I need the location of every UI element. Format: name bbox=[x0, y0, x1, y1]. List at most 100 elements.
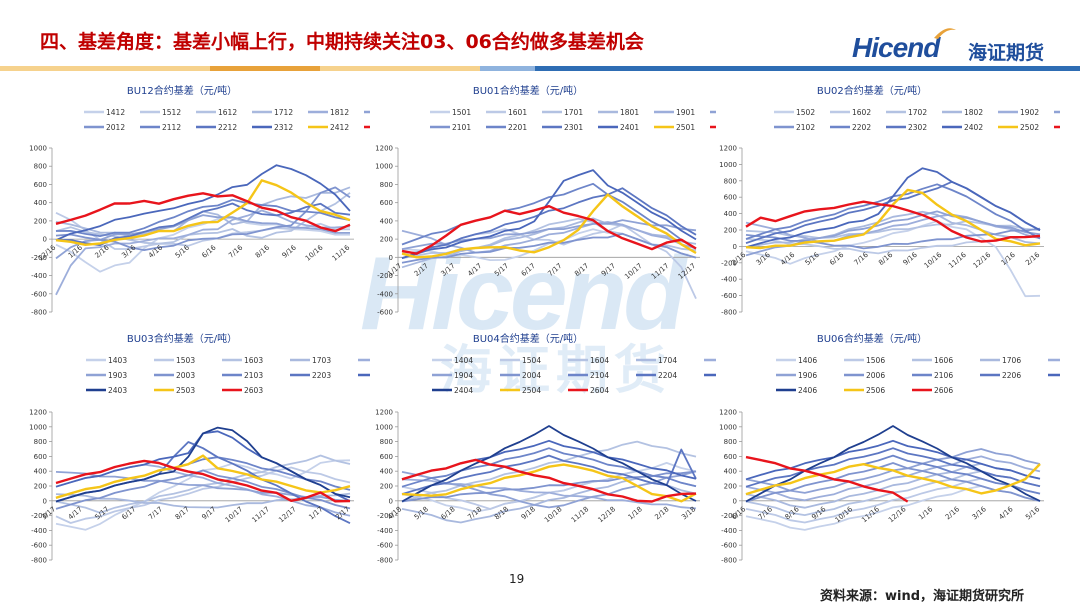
legend-label: 2312 bbox=[274, 123, 293, 132]
series-line-2506 bbox=[745, 462, 1041, 496]
x-tick-label: 3/17 bbox=[40, 505, 57, 521]
chart-title: BU04合约基差（元/吨） bbox=[473, 332, 583, 345]
legend-label: 2004 bbox=[522, 371, 541, 380]
y-tick-label: -600 bbox=[377, 542, 393, 550]
x-tick-label: 6/18 bbox=[440, 505, 457, 521]
x-tick-label: 5/16 bbox=[1024, 505, 1042, 522]
legend-label: 2204 bbox=[658, 371, 677, 380]
x-tick-label: 8/17 bbox=[573, 262, 590, 278]
series-line-2012 bbox=[55, 186, 351, 252]
logo-swoosh-icon bbox=[934, 28, 956, 39]
legend-label: 2006 bbox=[866, 371, 885, 380]
chart-bu12-svg: BU12合约基差（元/吨）141215121612171218121912201… bbox=[29, 84, 370, 317]
series-line-2504 bbox=[401, 463, 697, 503]
y-tick-label: 400 bbox=[380, 217, 393, 225]
series-line-2104 bbox=[401, 447, 697, 488]
page-title: 四、基差角度：基差小幅上行，中期持续关注03、06合约做多基差机会 bbox=[40, 31, 644, 53]
legend-label: 2504 bbox=[522, 386, 541, 395]
y-tick-label: -400 bbox=[721, 527, 737, 535]
y-tick-label: 1200 bbox=[375, 145, 393, 153]
legend-label: 2102 bbox=[796, 123, 815, 132]
source-note: 资料来源：wind，海证期货研究所 bbox=[820, 589, 1025, 604]
y-tick-label: 200 bbox=[34, 217, 47, 225]
legend-label: 1503 bbox=[176, 356, 195, 365]
legend-label: 1501 bbox=[452, 108, 471, 117]
x-tick-label: 9/16 bbox=[281, 243, 299, 260]
watermark-cn: 海证期货 bbox=[440, 341, 673, 401]
legend-label: 1901 bbox=[676, 108, 695, 117]
legend-label: 1703 bbox=[312, 356, 331, 365]
page-number: 19 bbox=[509, 572, 525, 586]
x-tick-label: 12/16 bbox=[37, 243, 58, 262]
series-line-2403 bbox=[55, 426, 351, 503]
y-tick-label: 200 bbox=[34, 483, 47, 491]
series-line-2312 bbox=[55, 164, 351, 242]
y-tick-label: 0 bbox=[733, 497, 737, 505]
y-tick-label: 1000 bbox=[719, 161, 737, 169]
x-tick-label: 2/16 bbox=[944, 505, 962, 522]
x-tick-label: 1/17 bbox=[386, 262, 403, 278]
legend-label: 1602 bbox=[852, 108, 871, 117]
x-tick-label: 1/16 bbox=[1000, 250, 1018, 267]
x-tick-label: 11/17 bbox=[650, 262, 671, 281]
legend-label: 1603 bbox=[244, 356, 263, 365]
x-tick-label: 10/18 bbox=[543, 505, 564, 524]
chart-bu04-svg: BU04合约基差（元/吨）140415041604170418041904200… bbox=[375, 332, 716, 565]
series-line-2604 bbox=[401, 458, 697, 503]
x-tick-label: 4/17 bbox=[466, 262, 483, 278]
y-tick-label: 1000 bbox=[719, 423, 737, 431]
legend-label: 1506 bbox=[866, 356, 885, 365]
chart-bu06: BU06合约基差（元/吨）140615061606170618061906200… bbox=[704, 330, 1060, 566]
y-tick-label: 200 bbox=[724, 483, 737, 491]
legend-label: 1702 bbox=[908, 108, 927, 117]
series-line-1912 bbox=[55, 214, 350, 260]
legend-label: 1704 bbox=[658, 356, 677, 365]
legend-label: 1812 bbox=[330, 108, 349, 117]
y-tick-label: 200 bbox=[724, 227, 737, 235]
legend-label: 2112 bbox=[162, 123, 181, 132]
y-tick-label: -200 bbox=[721, 259, 737, 267]
chart-title: BU02合约基差（元/吨） bbox=[817, 84, 927, 97]
chart-bu06-svg: BU06合约基差（元/吨）140615061606170618061906200… bbox=[719, 332, 1060, 565]
legend-label: 1404 bbox=[454, 356, 473, 365]
legend-label: 2406 bbox=[798, 386, 817, 395]
series-line-2402 bbox=[745, 167, 1041, 249]
y-tick-label: -600 bbox=[721, 542, 737, 550]
y-tick-label: 1000 bbox=[375, 163, 393, 171]
x-tick-label: 12/18 bbox=[596, 505, 617, 524]
y-tick-label: 600 bbox=[380, 199, 393, 207]
y-tick-label: 0 bbox=[733, 243, 737, 251]
legend-label: 1512 bbox=[162, 108, 181, 117]
x-tick-label: 2/18 bbox=[653, 505, 670, 521]
header-band-orange-dark bbox=[210, 66, 320, 71]
x-tick-label: 11/18 bbox=[570, 505, 591, 524]
series-line-2101 bbox=[401, 232, 697, 264]
x-tick-label: 10/17 bbox=[623, 262, 644, 281]
y-tick-label: 600 bbox=[34, 453, 47, 461]
x-tick-label: 6/17 bbox=[520, 262, 537, 278]
legend-label: 1502 bbox=[796, 108, 815, 117]
legend-label: 2201 bbox=[508, 123, 527, 132]
y-tick-label: -800 bbox=[31, 557, 47, 565]
x-tick-label: 7/16 bbox=[227, 243, 245, 260]
legend-label: 1904 bbox=[454, 371, 473, 380]
x-tick-label: 7/17 bbox=[147, 505, 164, 521]
chart-bu03: BU03合约基差（元/吨）140315031603170318031903200… bbox=[14, 330, 370, 566]
header-band-blue-light bbox=[480, 66, 535, 71]
x-tick-label: 3/17 bbox=[440, 262, 457, 278]
x-tick-label: 10/17 bbox=[224, 505, 245, 524]
y-tick-label: 400 bbox=[724, 210, 737, 218]
legend-label: 1612 bbox=[218, 108, 237, 117]
y-tick-label: 0 bbox=[43, 497, 47, 505]
chart-bu01: BU01合约基差（元/吨）150116011701180119012001210… bbox=[360, 82, 716, 318]
y-tick-label: 600 bbox=[724, 453, 737, 461]
y-tick-label: 800 bbox=[34, 163, 47, 171]
y-tick-label: -800 bbox=[721, 557, 737, 565]
chart-bu04: BU04合约基差（元/吨）140415041604170418041904200… bbox=[360, 330, 716, 566]
x-tick-label: 12/16 bbox=[972, 250, 993, 269]
x-tick-label: 12/17 bbox=[277, 505, 298, 524]
series-line-1806 bbox=[745, 455, 1041, 502]
legend-label: 2402 bbox=[964, 123, 983, 132]
legend-label: 2404 bbox=[454, 386, 473, 395]
legend-label: 1412 bbox=[106, 108, 125, 117]
